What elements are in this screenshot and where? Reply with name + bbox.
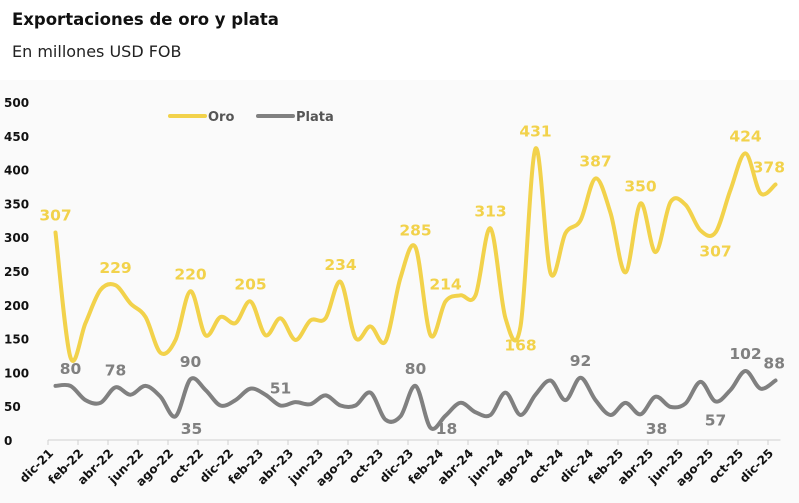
chart-subtitle: En millones USD FOB [12,42,182,61]
legend-label-plata: Plata [296,110,334,125]
data-label: 313 [474,202,506,220]
data-label: 38 [646,420,668,438]
x-tick-label: dic-25 [737,446,776,485]
data-label: 92 [570,352,592,370]
data-label: 168 [504,336,536,354]
data-label: 57 [705,411,727,429]
data-label: 307 [39,206,71,224]
data-label: 307 [699,242,731,260]
data-label: 90 [180,353,202,371]
chart-title: Exportaciones de oro y plata [12,10,279,29]
data-label: 285 [399,221,431,239]
y-tick-label: 300 [4,231,29,245]
data-label: 80 [405,360,427,378]
data-label: 431 [519,123,551,141]
y-tick-label: 0 [4,434,12,448]
data-label: 378 [753,158,785,176]
y-tick-label: 400 [4,164,29,178]
data-label: 214 [429,275,462,293]
legend-label-oro: Oro [208,110,234,125]
y-tick-label: 350 [4,197,29,211]
data-label: 18 [436,420,458,438]
y-tick-label: 500 [4,96,29,110]
y-tick-label: 50 [4,400,21,414]
y-tick-label: 150 [4,333,29,347]
data-label: 387 [579,152,611,170]
data-label: 229 [99,259,131,277]
series-line-oro [53,146,778,363]
data-label: 350 [624,177,657,195]
y-tick-label: 250 [4,265,29,279]
data-label: 424 [729,127,762,145]
data-label: 35 [181,420,203,438]
data-label: 205 [234,275,266,293]
series-line-plata [53,369,778,431]
data-label: 102 [729,345,761,363]
data-label: 234 [324,256,357,274]
data-label: 51 [270,380,292,398]
y-tick-label: 200 [4,299,29,313]
y-tick-label: 450 [4,130,29,144]
plot-area [0,80,799,503]
data-label: 220 [174,265,207,283]
data-label: 78 [105,361,127,379]
y-tick-label: 100 [4,366,29,380]
data-label: 80 [60,360,82,378]
data-label: 88 [763,355,785,373]
